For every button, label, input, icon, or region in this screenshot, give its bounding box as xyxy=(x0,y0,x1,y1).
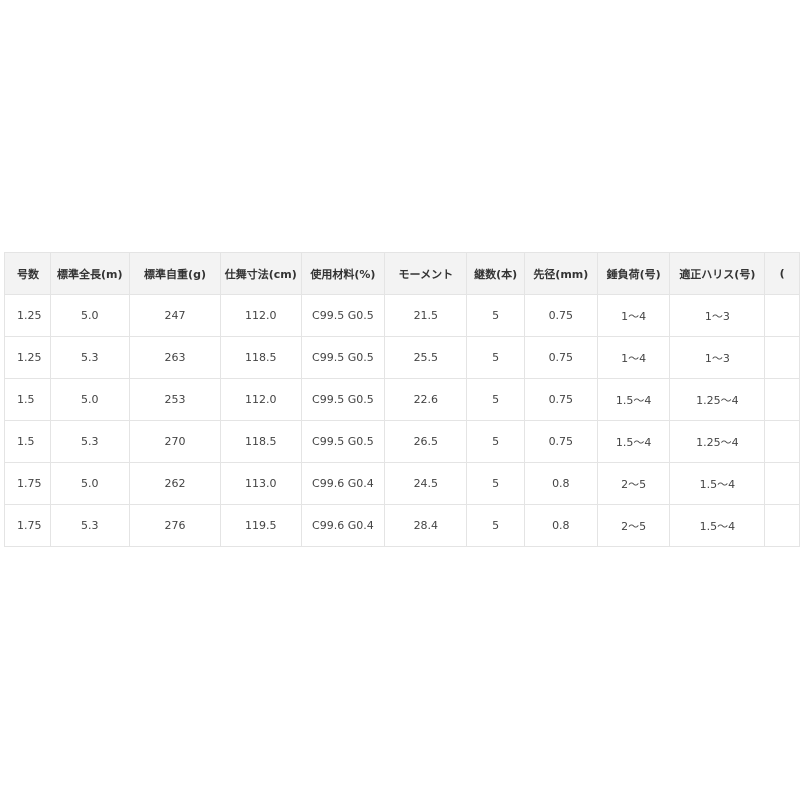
table-cell: 1.25～4 xyxy=(669,420,766,463)
table-cell: 5.3 xyxy=(49,420,131,463)
table-cell: C99.5 G0.5 xyxy=(300,420,386,463)
table-cell: 24.5 xyxy=(384,462,468,505)
column-header: 標準自重(g) xyxy=(129,252,221,295)
table-cell xyxy=(764,378,800,421)
table-cell: 5.0 xyxy=(49,294,131,337)
table-row: 1.75 5.0 262 113.0 C99.6 G0.4 24.5 5 0.8 2～5 1.5～… xyxy=(4,462,800,505)
table-cell: 1.25 xyxy=(4,336,51,379)
table-cell: C99.6 G0.4 xyxy=(300,462,386,505)
table-cell: 0.75 xyxy=(523,378,598,421)
table-cell: 5 xyxy=(466,462,525,505)
table-cell: 5 xyxy=(466,336,525,379)
table-cell: 253 xyxy=(129,378,221,421)
table-cell: 1.5～4 xyxy=(669,504,766,547)
column-header: 錘負荷(号) xyxy=(596,252,671,295)
table-cell: 0.75 xyxy=(523,420,598,463)
column-header: 先径(mm) xyxy=(523,252,598,295)
table-cell: 5.3 xyxy=(49,504,131,547)
table-cell: 28.4 xyxy=(384,504,468,547)
table-cell: 1.5 xyxy=(4,378,51,421)
table-cell: 1.75 xyxy=(4,462,51,505)
column-header: 標準全長(m) xyxy=(49,252,131,295)
spec-table: 号数 標準全長(m) 標準自重(g) 仕舞寸法(cm) 使用材料(%) モーメント 継数(本… xyxy=(4,252,800,547)
table-cell: 25.5 xyxy=(384,336,468,379)
table-cell: 5 xyxy=(466,504,525,547)
table-cell: 1～3 xyxy=(669,294,766,337)
table-cell: 2～5 xyxy=(596,462,671,505)
table-cell: 118.5 xyxy=(219,336,302,379)
table-cell: 1.5 xyxy=(4,420,51,463)
table-cell: 1～4 xyxy=(596,336,671,379)
table-cell: 263 xyxy=(129,336,221,379)
table-cell xyxy=(764,420,800,463)
column-header: ( xyxy=(764,252,800,295)
table-cell: 0.75 xyxy=(523,294,598,337)
column-header: 仕舞寸法(cm) xyxy=(219,252,302,295)
table-cell: 112.0 xyxy=(219,378,302,421)
table-cell: 247 xyxy=(129,294,221,337)
table-cell: 5 xyxy=(466,420,525,463)
table-cell: 5.3 xyxy=(49,336,131,379)
table-cell: 5.0 xyxy=(49,462,131,505)
table-cell: 1.25～4 xyxy=(669,378,766,421)
table-cell xyxy=(764,336,800,379)
table-cell: 21.5 xyxy=(384,294,468,337)
table-cell: 5 xyxy=(466,378,525,421)
table-cell: 0.8 xyxy=(523,504,598,547)
table-cell: 1～4 xyxy=(596,294,671,337)
table-cell: 276 xyxy=(129,504,221,547)
table-cell: 1.5～4 xyxy=(596,420,671,463)
table-cell: 270 xyxy=(129,420,221,463)
table-cell: C99.5 G0.5 xyxy=(300,294,386,337)
table-cell: 5.0 xyxy=(49,378,131,421)
table-cell: C99.5 G0.5 xyxy=(300,378,386,421)
table-cell xyxy=(764,462,800,505)
column-header: モーメント xyxy=(384,252,468,295)
table-cell: 1～3 xyxy=(669,336,766,379)
column-header: 適正ハリス(号) xyxy=(669,252,766,295)
table-cell xyxy=(764,294,800,337)
table-cell: 22.6 xyxy=(384,378,468,421)
table-cell: C99.5 G0.5 xyxy=(300,336,386,379)
table-row: 1.25 5.3 263 118.5 C99.5 G0.5 25.5 5 0.75 1～4 1～3 xyxy=(4,336,800,379)
table-cell: 5 xyxy=(466,294,525,337)
table-cell: 1.25 xyxy=(4,294,51,337)
table-cell: 113.0 xyxy=(219,462,302,505)
table-cell: 0.75 xyxy=(523,336,598,379)
table-cell: 262 xyxy=(129,462,221,505)
table-cell: 0.8 xyxy=(523,462,598,505)
table-cell: 1.75 xyxy=(4,504,51,547)
table-cell: 1.5～4 xyxy=(669,462,766,505)
table-row: 1.5 5.3 270 118.5 C99.5 G0.5 26.5 5 0.75 1.5～4 1.… xyxy=(4,420,800,463)
table-cell: 119.5 xyxy=(219,504,302,547)
table-row: 1.5 5.0 253 112.0 C99.5 G0.5 22.6 5 0.75 1.5～4 1.… xyxy=(4,378,800,421)
table-cell: 2～5 xyxy=(596,504,671,547)
table-cell: 118.5 xyxy=(219,420,302,463)
table-cell: 112.0 xyxy=(219,294,302,337)
column-header: 継数(本) xyxy=(466,252,525,295)
header-row: 号数 標準全長(m) 標準自重(g) 仕舞寸法(cm) 使用材料(%) モーメント 継数(本… xyxy=(4,252,800,295)
table-row: 1.75 5.3 276 119.5 C99.6 G0.4 28.4 5 0.8 2～5 1.5～… xyxy=(4,504,800,547)
table-cell: 26.5 xyxy=(384,420,468,463)
table-row: 1.25 5.0 247 112.0 C99.5 G0.5 21.5 5 0.75 1～4 1～3 xyxy=(4,294,800,337)
table-cell: C99.6 G0.4 xyxy=(300,504,386,547)
table-cell: 1.5～4 xyxy=(596,378,671,421)
table-cell xyxy=(764,504,800,547)
column-header: 使用材料(%) xyxy=(300,252,386,295)
column-header: 号数 xyxy=(4,252,51,295)
